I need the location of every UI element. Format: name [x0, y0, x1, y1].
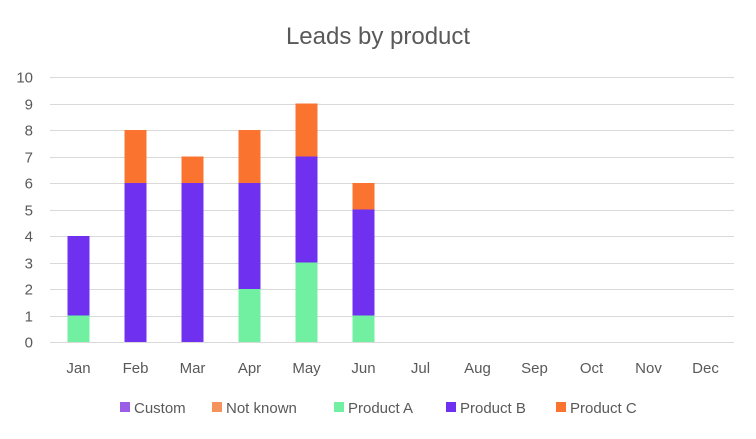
legend-swatch	[556, 402, 566, 412]
x-tick-label: Jun	[351, 360, 375, 377]
y-tick-label: 7	[25, 150, 33, 167]
y-tick-label: 4	[25, 229, 33, 246]
legend-label: Product B	[460, 400, 526, 417]
x-tick-label: May	[292, 360, 321, 377]
legend-label: Not known	[226, 400, 297, 417]
legend: Custom Not known Product A Product B Product…	[120, 400, 637, 417]
legend-swatch	[334, 402, 344, 412]
legend-item: Product B	[446, 400, 526, 417]
bar-segment	[295, 103, 318, 157]
y-tick-label: 0	[25, 335, 33, 352]
bar-segment	[67, 236, 90, 316]
legend-item: Not known	[212, 400, 297, 417]
bar-segment	[181, 156, 204, 183]
bar-segment	[352, 209, 375, 316]
y-tick-label: 10	[16, 70, 33, 87]
y-axis: 0 1 2 3 4 5 6 7 8 9 10	[16, 70, 33, 352]
legend-swatch	[212, 402, 222, 412]
x-tick-label: Jan	[66, 360, 90, 377]
bar-segment	[124, 130, 147, 183]
legend-item: Custom	[120, 400, 186, 417]
legend-item: Product C	[556, 400, 637, 417]
x-tick-label: Dec	[692, 360, 719, 377]
y-tick-label: 2	[25, 282, 33, 299]
bar-segment	[67, 315, 90, 342]
legend-swatch	[446, 402, 456, 412]
bar-segment	[238, 130, 261, 183]
bar-segment	[238, 183, 261, 289]
x-tick-label: Mar	[180, 360, 206, 377]
bar-segment	[124, 183, 147, 342]
x-tick-label: Oct	[580, 360, 604, 377]
legend-label: Product A	[348, 400, 413, 417]
y-tick-label: 6	[25, 176, 33, 193]
x-tick-label: Nov	[635, 360, 662, 377]
bar-segment	[295, 262, 318, 342]
legend-label: Product C	[570, 400, 637, 417]
x-tick-label: Feb	[123, 360, 149, 377]
gridlines	[50, 77, 734, 343]
bar-segment	[352, 183, 375, 210]
x-tick-label: Sep	[521, 360, 548, 377]
bar-segment	[181, 183, 204, 342]
legend-swatch	[120, 402, 130, 412]
x-tick-label: Aug	[464, 360, 491, 377]
legend-item: Product A	[334, 400, 413, 417]
bar-segment	[352, 315, 375, 342]
y-tick-label: 8	[25, 123, 33, 140]
x-tick-label: Jul	[411, 360, 430, 377]
chart-title: Leads by product	[286, 23, 470, 50]
x-tick-label: Apr	[238, 360, 261, 377]
bar-segment	[238, 289, 261, 342]
bars	[67, 103, 375, 342]
y-tick-label: 9	[25, 97, 33, 114]
x-axis: Jan Feb Mar Apr May Jun Jul Aug Sep Oct Nov Dec	[66, 360, 719, 377]
legend-label: Custom	[134, 400, 186, 417]
y-tick-label: 3	[25, 256, 33, 273]
y-tick-label: 1	[25, 309, 33, 326]
bar-segment	[295, 156, 318, 263]
y-tick-label: 5	[25, 203, 33, 220]
